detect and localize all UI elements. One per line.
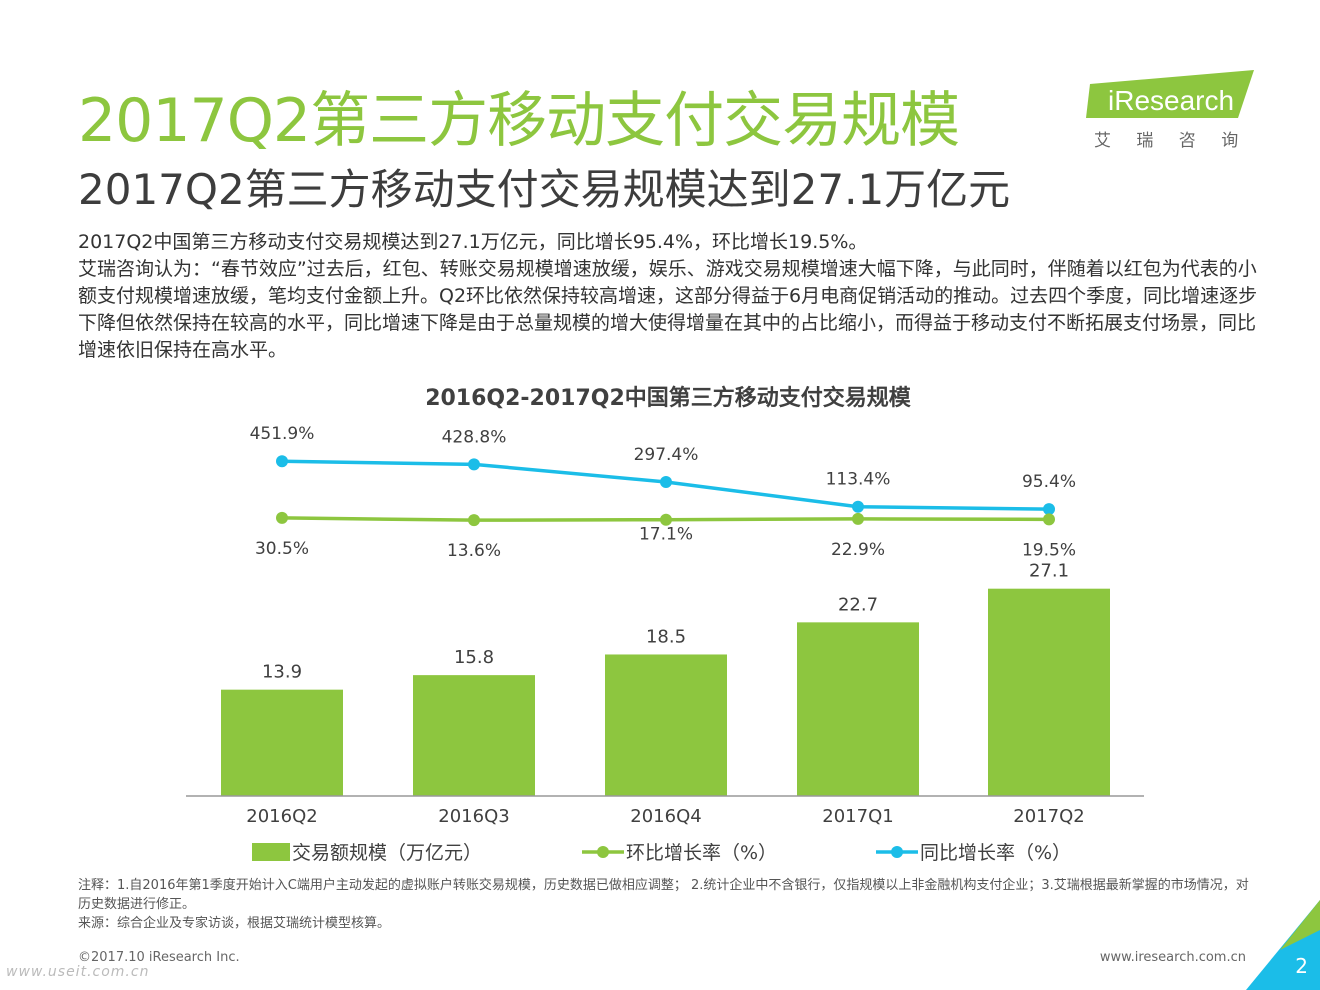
x-tick-labels: 2016Q2 2016Q3 2016Q4 2017Q1 2017Q2 xyxy=(246,806,1084,827)
website-link[interactable]: www.iresearch.com.cn xyxy=(1099,950,1246,965)
yoy-point xyxy=(468,458,480,471)
yoy-label: 297.4% xyxy=(634,445,699,465)
corner-green-triangle xyxy=(1280,900,1320,950)
mom-point xyxy=(852,512,864,525)
legend-bar-swatch xyxy=(252,843,290,861)
legend: 交易额规模（万亿元） 环比增长率（%） 同比增长率（%） xyxy=(252,842,1071,864)
mom-label: 17.1% xyxy=(639,525,693,545)
notes-text: 注释：1.自2016年第1季度开始计入C端用户主动发起的虚拟账户转账交易规模，历… xyxy=(78,878,1249,912)
bar-2016Q3 xyxy=(413,675,535,796)
yoy-label: 428.8% xyxy=(442,427,507,447)
logo-cn-text: 艾 瑞 咨 询 xyxy=(1094,131,1248,151)
bar-value-label: 18.5 xyxy=(646,626,686,647)
mom-point xyxy=(276,511,288,524)
legend-mom-marker xyxy=(597,846,609,858)
legend-mom-label: 环比增长率（%） xyxy=(626,842,777,864)
legend-yoy-marker xyxy=(891,846,903,858)
bar-value-label: 15.8 xyxy=(454,647,494,668)
bar-series-layer xyxy=(221,588,1110,796)
corner-blue-triangle xyxy=(1246,900,1320,990)
mom-point xyxy=(1043,513,1055,526)
legend-bar-label: 交易额规模（万亿元） xyxy=(292,842,482,864)
notes-block: 注释：1.自2016年第1季度开始计入C端用户主动发起的虚拟账户转账交易规模，历… xyxy=(78,876,1258,933)
x-tick-label: 2017Q1 xyxy=(822,806,893,827)
x-tick-label: 2016Q3 xyxy=(438,806,509,827)
yoy-point xyxy=(660,475,672,488)
watermark-text: www.useit.com.cn xyxy=(6,964,150,980)
bar-2017Q1 xyxy=(797,622,919,796)
yoy-point xyxy=(276,455,288,468)
mom-point xyxy=(468,514,480,527)
bar-labels-layer: 13.9 15.8 18.5 22.7 27.1 xyxy=(262,561,1069,683)
mom-label: 13.6% xyxy=(447,541,501,561)
yoy-point xyxy=(852,500,864,513)
chart-title: 2016Q2-2017Q2中国第三方移动支付交易规模 xyxy=(425,386,911,411)
source-text: 来源：综合企业及专家访谈，根据艾瑞统计模型核算。 xyxy=(78,916,391,931)
bar-2016Q2 xyxy=(221,689,343,796)
summary-text: 2017Q2中国第三方移动支付交易规模达到27.1万亿元，同比增长95.4%，环… xyxy=(78,229,1258,364)
bar-value-label: 27.1 xyxy=(1029,561,1069,582)
yoy-label: 95.4% xyxy=(1022,472,1076,492)
logo-graphic: iResearch 艾 瑞 咨 询 xyxy=(1086,70,1254,151)
summary-paragraph-1: 2017Q2中国第三方移动支付交易规模达到27.1万亿元，同比增长95.4%，环… xyxy=(78,231,868,253)
bar-2017Q2 xyxy=(988,588,1110,796)
x-tick-label: 2016Q2 xyxy=(246,806,317,827)
corner-decoration xyxy=(1246,900,1320,990)
bar-value-label: 22.7 xyxy=(838,594,878,615)
iresearch-logo: iResearch 艾 瑞 咨 询 xyxy=(1086,70,1256,160)
logo-brand-text: iResearch xyxy=(1108,85,1234,116)
copyright-text: ©2017.10 iResearch Inc. xyxy=(78,950,240,965)
x-tick-label: 2017Q2 xyxy=(1013,806,1084,827)
summary-paragraph-2: 艾瑞咨询认为：“春节效应”过去后，红包、转账交易规模增速放缓，娱乐、游戏交易规模… xyxy=(78,258,1258,361)
mom-label: 22.9% xyxy=(831,540,885,560)
page-subtitle: 2017Q2第三方移动支付交易规模达到27.1万亿元 xyxy=(78,165,1011,214)
page-title: 2017Q2第三方移动支付交易规模 xyxy=(78,86,960,156)
yoy-label: 451.9% xyxy=(250,424,315,444)
line-series-layer: 451.9% 428.8% 297.4% 113.4% 95.4% 30.5% 13.6% 1… xyxy=(250,424,1076,561)
legend-yoy-label: 同比增长率（%） xyxy=(920,842,1071,864)
logo-banner-shape xyxy=(1086,70,1254,118)
bar-2016Q4 xyxy=(605,654,727,796)
x-tick-label: 2016Q4 xyxy=(630,806,701,827)
yoy-label: 113.4% xyxy=(826,470,891,490)
mom-label: 30.5% xyxy=(255,539,309,559)
mom-point xyxy=(660,513,672,526)
mom-label: 19.5% xyxy=(1022,540,1076,560)
bar-value-label: 13.9 xyxy=(262,662,302,683)
page-number: 2 xyxy=(1295,954,1308,978)
yoy-point xyxy=(1043,503,1055,516)
